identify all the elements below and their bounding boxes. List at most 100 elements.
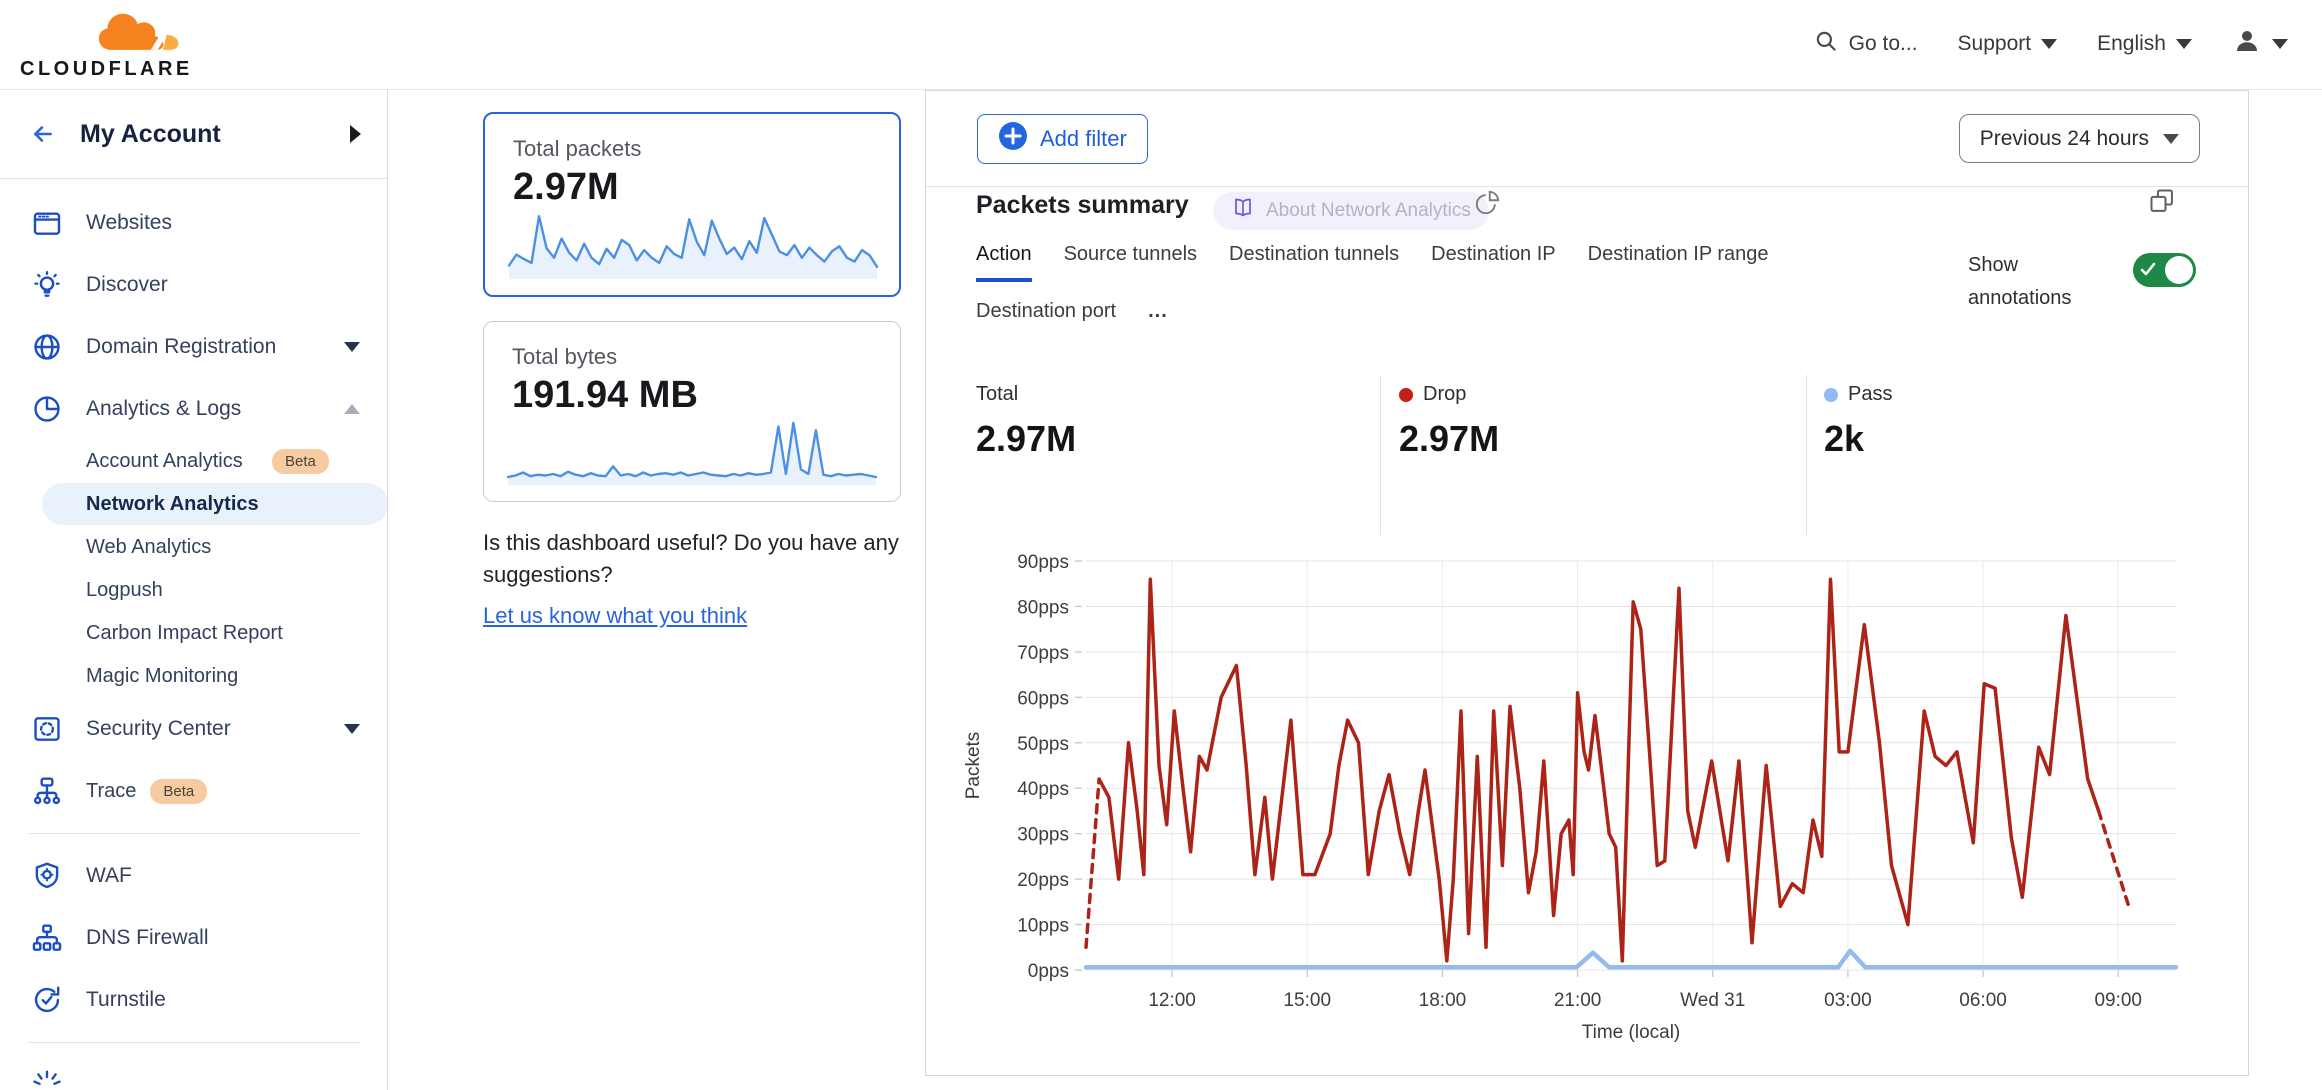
- burst-icon: [30, 1068, 64, 1090]
- account-title: My Account: [80, 119, 221, 148]
- total-packets-card[interactable]: Total packets 2.97M: [483, 112, 901, 297]
- analytics-pie-icon: [30, 392, 64, 426]
- sidebar-item-account-analytics[interactable]: Account Analytics Beta: [0, 440, 387, 482]
- trace-icon: [30, 774, 64, 808]
- sidebar-item-analytics-logs[interactable]: Analytics & Logs: [0, 378, 387, 440]
- svg-text:03:00: 03:00: [1824, 990, 1872, 1011]
- sidebar-item-trace[interactable]: Trace Beta: [0, 760, 387, 822]
- support-label: Support: [1957, 32, 2032, 55]
- sidebar-item-turnstile[interactable]: Turnstile: [0, 969, 387, 1031]
- about-network-analytics-badge[interactable]: About Network Analytics: [1213, 192, 1489, 230]
- svg-text:20pps: 20pps: [1017, 870, 1069, 891]
- search-icon: [1813, 28, 1839, 60]
- toggle-knob: [2165, 256, 2193, 284]
- chevron-down-icon: [2163, 133, 2179, 144]
- chevron-down-icon: [2176, 39, 2192, 49]
- pie-chart-icon[interactable]: [1474, 189, 1501, 221]
- shield-gear-icon: [30, 859, 64, 893]
- svg-text:21:00: 21:00: [1554, 990, 1602, 1011]
- feedback-link[interactable]: Let us know what you think: [483, 603, 748, 628]
- dimension-tabs: Action Source tunnels Destination tunnels D…: [976, 243, 1856, 335]
- tab-destination-ip-range[interactable]: Destination IP range: [1587, 243, 1769, 265]
- card-value: 191.94 MB: [512, 374, 698, 416]
- expand-icon[interactable]: [2148, 187, 2176, 220]
- packets-summary-panel: Add filter Previous 24 hours Packets sum…: [925, 90, 2249, 1076]
- sidebar-item-security-center[interactable]: Security Center: [0, 698, 387, 760]
- chevron-down-icon: [2272, 39, 2288, 49]
- time-range-dropdown[interactable]: Previous 24 hours: [1958, 114, 2200, 163]
- divider: [1806, 375, 1807, 535]
- sidebar-item-domain-registration[interactable]: Domain Registration: [0, 316, 387, 378]
- cloudflare-wordmark: CLOUDFLARE: [20, 58, 193, 80]
- tab-more[interactable]: ...: [1148, 300, 1168, 322]
- svg-text:70pps: 70pps: [1017, 643, 1069, 664]
- add-filter-button[interactable]: Add filter: [977, 114, 1148, 164]
- sidebar-item-web-analytics[interactable]: Web Analytics: [86, 535, 212, 558]
- stat-pass: Pass 2k: [1824, 383, 1893, 459]
- show-annotations-toggle[interactable]: [2133, 253, 2196, 287]
- divider: [1380, 375, 1381, 535]
- svg-text:Packets: Packets: [963, 732, 984, 800]
- time-range-label: Previous 24 hours: [1979, 126, 2149, 150]
- card-label: Total bytes: [512, 344, 618, 369]
- packets-sparkline: [507, 214, 879, 279]
- legend-dot: [1824, 387, 1838, 402]
- svg-text:06:00: 06:00: [1959, 990, 2007, 1011]
- topbar-actions: Go to... Support English: [1813, 0, 2288, 88]
- tab-destination-tunnels[interactable]: Destination tunnels: [1229, 243, 1400, 265]
- feedback-block: Is this dashboard useful? Do you have an…: [483, 527, 923, 632]
- account-header[interactable]: My Account: [0, 90, 387, 178]
- divider: [926, 186, 2248, 187]
- sidebar-item-carbon-impact-report[interactable]: Carbon Impact Report: [86, 621, 283, 644]
- svg-text:60pps: 60pps: [1017, 688, 1069, 709]
- total-bytes-card[interactable]: Total bytes 191.94 MB: [483, 321, 901, 502]
- sidebar-item-discover[interactable]: Discover: [0, 254, 387, 316]
- book-icon: [1231, 196, 1255, 226]
- tab-action[interactable]: Action: [976, 243, 1032, 282]
- dns-tree-icon: [30, 921, 64, 955]
- svg-text:0pps: 0pps: [1028, 961, 1069, 982]
- add-filter-label: Add filter: [1040, 126, 1127, 151]
- svg-text:12:00: 12:00: [1148, 990, 1196, 1011]
- browser-icon: [30, 206, 64, 240]
- svg-text:Time (local): Time (local): [1582, 1022, 1681, 1043]
- sidebar-item-waf[interactable]: WAF: [0, 845, 387, 907]
- support-menu[interactable]: Support: [1958, 32, 2058, 56]
- chevron-down-icon: [344, 724, 360, 734]
- back-arrow-icon[interactable]: [28, 121, 58, 147]
- tab-destination-port[interactable]: Destination port: [976, 300, 1117, 322]
- user-menu[interactable]: [2232, 26, 2288, 62]
- cloudflare-logo[interactable]: CLOUDFLARE: [20, 6, 190, 84]
- language-menu[interactable]: English: [2097, 32, 2192, 56]
- chevron-down-icon: [344, 342, 360, 352]
- card-label: Total packets: [513, 136, 642, 161]
- svg-text:18:00: 18:00: [1419, 990, 1467, 1011]
- sidebar: My Account Websites Discover Domain Regist…: [0, 90, 388, 1090]
- svg-text:15:00: 15:00: [1283, 990, 1331, 1011]
- sidebar-item-websites[interactable]: Websites: [0, 192, 387, 254]
- card-value: 2.97M: [513, 166, 619, 208]
- sidebar-item-network-analytics[interactable]: Network Analytics: [42, 483, 387, 525]
- divider: [0, 178, 387, 179]
- tab-source-tunnels[interactable]: Source tunnels: [1063, 243, 1198, 265]
- global-search[interactable]: Go to...: [1813, 28, 1918, 60]
- user-icon: [2232, 26, 2262, 62]
- divider: [28, 833, 360, 834]
- tab-destination-ip[interactable]: Destination IP: [1431, 243, 1556, 265]
- sidebar-item-hidden[interactable]: [0, 1054, 387, 1090]
- lightbulb-icon: [30, 268, 64, 302]
- language-label: English: [2097, 32, 2166, 55]
- packets-summary-chart[interactable]: 0pps 10pps 20pps 30pps 40pps 50pps 60pps 70pps 8…: [961, 543, 2251, 1055]
- topbar: CLOUDFLARE Go to... Support English: [0, 0, 2322, 90]
- about-badge-label: About Network Analytics: [1266, 200, 1471, 221]
- sidebar-item-dns-firewall[interactable]: DNS Firewall: [0, 907, 387, 969]
- sidebar-item-logpush[interactable]: Logpush: [86, 578, 163, 601]
- check-icon: [2140, 262, 2156, 276]
- svg-text:30pps: 30pps: [1017, 825, 1069, 846]
- svg-text:10pps: 10pps: [1017, 916, 1069, 937]
- chevron-right-icon[interactable]: [350, 125, 361, 143]
- svg-text:80pps: 80pps: [1017, 597, 1069, 618]
- divider: [28, 1042, 360, 1043]
- sidebar-item-magic-monitoring[interactable]: Magic Monitoring: [86, 664, 239, 687]
